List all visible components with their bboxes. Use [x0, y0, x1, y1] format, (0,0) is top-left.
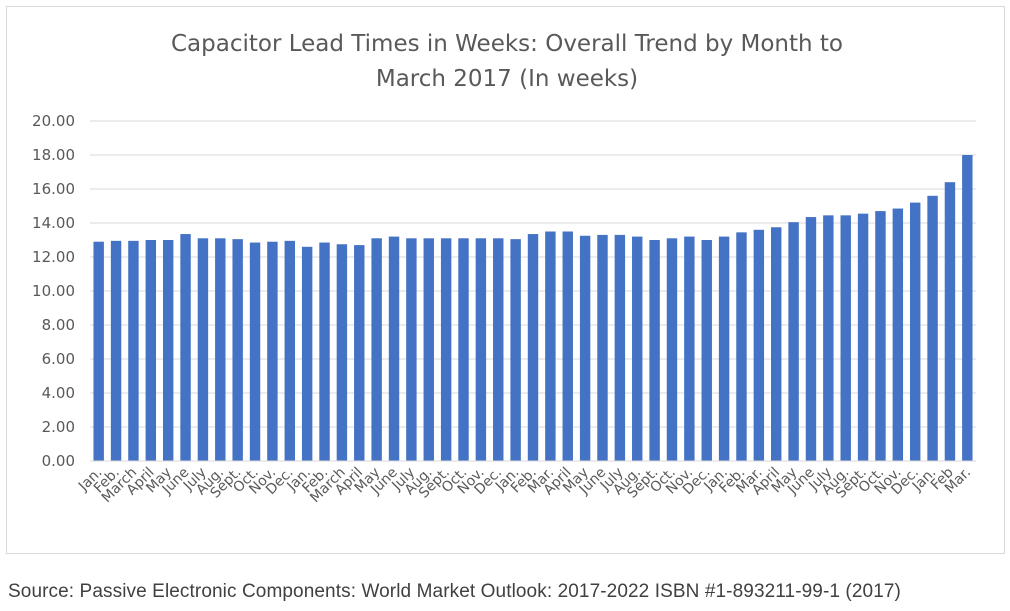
y-tick-label: 2.00	[42, 418, 75, 436]
bar	[718, 236, 730, 461]
bar	[180, 234, 191, 461]
bar	[527, 234, 539, 461]
bar	[875, 211, 886, 461]
bar	[510, 239, 521, 461]
bar	[962, 155, 973, 461]
bar	[423, 238, 434, 461]
bar	[145, 240, 157, 461]
bar	[562, 231, 573, 461]
y-tick-label: 8.00	[42, 316, 75, 334]
bar	[110, 240, 122, 461]
y-tick-label: 18.00	[32, 146, 75, 164]
y-tick-label: 12.00	[32, 248, 75, 266]
bar	[197, 238, 209, 461]
bar	[927, 195, 938, 462]
chart-title-line-2: March 2017 (In weeks)	[376, 66, 638, 92]
bar	[388, 236, 400, 461]
bar	[545, 231, 556, 461]
bar	[614, 234, 626, 461]
bar	[579, 235, 591, 461]
bars	[93, 155, 973, 462]
bar	[249, 242, 261, 461]
chart-area: Capacitor Lead Times in Weeks: Overall T…	[32, 31, 976, 506]
y-tick-label: 16.00	[32, 180, 75, 198]
bar	[215, 238, 226, 461]
bar	[440, 238, 452, 461]
bar	[684, 236, 695, 461]
y-tick-label: 14.00	[32, 214, 75, 232]
y-axis-ticks: 0.00 2.00 4.00 6.00 8.00 10.00 12.00 14.00 16.00…	[32, 112, 75, 470]
bar	[284, 240, 295, 461]
bar	[666, 238, 678, 461]
bar	[267, 241, 278, 461]
bar	[458, 238, 469, 461]
y-tick-label: 10.00	[32, 282, 75, 300]
bar	[857, 213, 869, 461]
y-tick-label: 6.00	[42, 350, 75, 368]
bar	[93, 241, 104, 461]
bar	[788, 222, 799, 461]
bar	[162, 240, 174, 461]
bar	[232, 239, 243, 461]
bar	[892, 208, 904, 461]
bar	[319, 242, 330, 461]
bar	[649, 240, 660, 461]
bar	[597, 234, 608, 461]
bar	[736, 232, 747, 461]
chart-title-line-1: Capacitor Lead Times in Weeks: Overall T…	[171, 31, 843, 57]
bar	[753, 229, 765, 461]
bar	[805, 217, 817, 461]
y-tick-label: 4.00	[42, 384, 75, 402]
bar	[840, 215, 851, 461]
y-tick-label: 0.00	[42, 452, 75, 470]
bar	[128, 240, 139, 461]
bar	[944, 182, 956, 461]
x-axis-ticks: Jan.Feb.MarchAprilMayJuneJulyAug.Sept.Oc…	[75, 464, 974, 506]
bar	[336, 244, 348, 461]
bar	[406, 238, 417, 461]
bar	[301, 246, 313, 461]
bar	[493, 238, 504, 461]
bar	[909, 202, 921, 461]
bar	[701, 240, 712, 461]
bar	[823, 215, 834, 461]
bar	[371, 238, 382, 461]
y-tick-label: 20.00	[32, 112, 75, 130]
bar	[771, 227, 782, 461]
chart-frame: Capacitor Lead Times in Weeks: Overall T…	[6, 6, 1005, 554]
source-note: Source: Passive Electronic Components: W…	[8, 581, 901, 602]
bar	[475, 238, 487, 461]
bar	[354, 245, 365, 461]
bar	[632, 236, 643, 461]
